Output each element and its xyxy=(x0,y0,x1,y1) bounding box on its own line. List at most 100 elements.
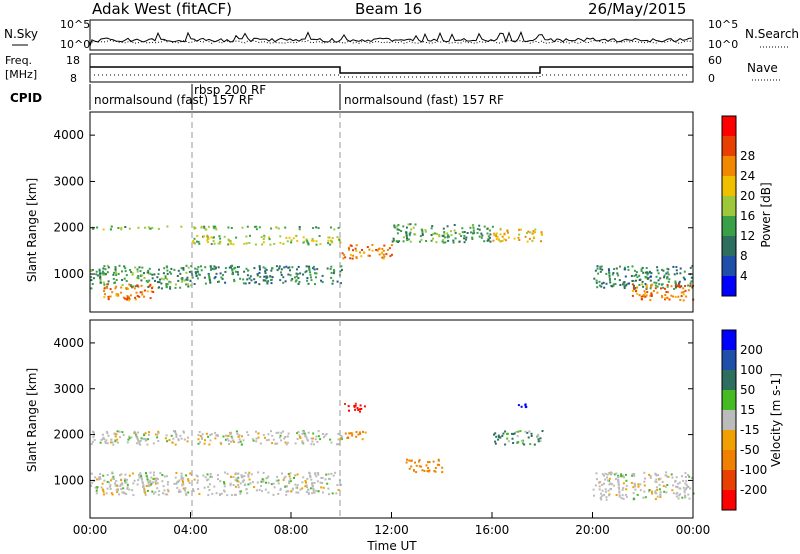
heatmap-cell xyxy=(211,492,214,495)
heatmap-cell xyxy=(265,275,268,278)
heatmap-cell xyxy=(617,474,619,477)
heatmap-cell xyxy=(182,481,184,484)
power-ylabel: Slant Range [km] xyxy=(25,178,39,282)
heatmap-cell xyxy=(607,268,610,271)
heatmap-cell xyxy=(351,257,354,260)
heatmap-cell xyxy=(657,474,660,477)
heatmap-cell xyxy=(137,226,140,229)
heatmap-cell xyxy=(258,266,261,269)
heatmap-cell xyxy=(162,278,165,281)
heatmap-cell xyxy=(321,482,324,484)
heatmap-cell xyxy=(392,239,395,242)
heatmap-cell xyxy=(354,247,357,250)
colorbar-swatch xyxy=(722,216,736,236)
heatmap-cell xyxy=(155,477,158,480)
colorbar-swatch xyxy=(722,390,736,410)
heatmap-cell xyxy=(452,239,455,242)
heatmap-cell xyxy=(115,480,118,482)
heatmap-cell xyxy=(149,297,152,300)
heatmap-cell xyxy=(235,493,237,496)
heatmap-cell xyxy=(174,476,177,479)
heatmap-cell xyxy=(601,483,604,486)
heatmap-cell xyxy=(140,279,143,282)
heatmap-cell xyxy=(90,443,93,446)
heatmap-cell xyxy=(144,437,147,440)
heatmap-cell xyxy=(136,270,139,273)
heatmap-cell xyxy=(511,437,514,440)
heatmap-cell xyxy=(537,434,540,437)
heatmap-cell xyxy=(156,281,159,284)
heatmap-cell xyxy=(415,471,418,474)
heatmap-cell xyxy=(524,404,527,406)
heatmap-cell xyxy=(157,493,160,496)
heatmap-cell xyxy=(389,255,392,258)
heatmap-cell xyxy=(684,472,687,475)
heatmap-cell xyxy=(239,490,242,493)
heatmap-cell xyxy=(202,474,205,477)
heatmap-cell xyxy=(277,479,280,482)
heatmap-cell xyxy=(431,225,434,228)
heatmap-cell xyxy=(151,226,154,229)
heatmap-cell xyxy=(643,290,646,293)
heatmap-cell xyxy=(114,439,117,442)
heatmap-cell xyxy=(226,494,229,497)
heatmap-cell xyxy=(206,473,209,476)
heatmap-cell xyxy=(123,478,126,481)
heatmap-cell xyxy=(356,407,359,410)
heatmap-cell xyxy=(166,483,169,486)
heatmap-cell xyxy=(682,291,685,293)
heatmap-cell xyxy=(630,481,633,484)
heatmap-cell xyxy=(381,252,383,255)
heatmap-cell xyxy=(111,441,114,444)
heatmap-cell xyxy=(298,281,301,283)
heatmap-cell xyxy=(234,479,237,482)
heatmap-cell xyxy=(96,486,99,489)
heatmap-cell xyxy=(180,225,183,228)
heatmap-cell xyxy=(277,431,280,434)
heatmap-cell xyxy=(157,440,160,442)
y-tick-label: 2000 xyxy=(53,428,84,442)
heatmap-cell xyxy=(672,265,675,268)
heatmap-cell xyxy=(529,231,532,234)
heatmap-cell xyxy=(273,486,276,489)
heatmap-cell xyxy=(426,461,429,464)
colorbar-tick-label: -50 xyxy=(740,443,760,457)
heatmap-cell xyxy=(608,272,611,275)
heatmap-cell xyxy=(197,240,200,243)
heatmap-cell xyxy=(438,463,441,466)
heatmap-cell xyxy=(420,238,423,241)
heatmap-cell xyxy=(173,268,176,271)
heatmap-cell xyxy=(333,228,336,231)
heatmap-cell xyxy=(673,273,676,276)
heatmap-cell xyxy=(216,435,219,437)
y-tick-label: 4000 xyxy=(53,336,84,350)
heatmap-cell xyxy=(466,232,469,234)
heatmap-cell xyxy=(264,267,267,270)
heatmap-cell xyxy=(148,285,151,288)
heatmap-cell xyxy=(526,240,529,243)
heatmap-cell xyxy=(343,253,346,256)
heatmap-cell xyxy=(105,439,108,442)
heatmap-cell xyxy=(513,432,516,435)
heatmap-cell xyxy=(314,438,317,441)
heatmap-cell xyxy=(594,269,597,272)
heatmap-cell xyxy=(198,273,201,276)
heatmap-cell xyxy=(328,493,330,496)
heatmap-cell xyxy=(415,464,418,467)
heatmap-cell xyxy=(680,295,683,298)
heatmap-cell xyxy=(661,268,663,271)
heatmap-cell xyxy=(314,283,316,286)
heatmap-cell xyxy=(280,439,283,442)
heatmap-cell xyxy=(388,247,391,250)
heatmap-cell xyxy=(213,227,216,230)
heatmap-cell xyxy=(617,480,620,482)
heatmap-cell xyxy=(267,491,270,494)
heatmap-cell xyxy=(598,488,601,491)
heatmap-cell xyxy=(505,239,507,242)
heatmap-cell xyxy=(605,496,608,499)
heatmap-cell xyxy=(253,278,256,281)
heatmap-cell xyxy=(295,272,298,275)
heatmap-cell xyxy=(157,430,160,433)
